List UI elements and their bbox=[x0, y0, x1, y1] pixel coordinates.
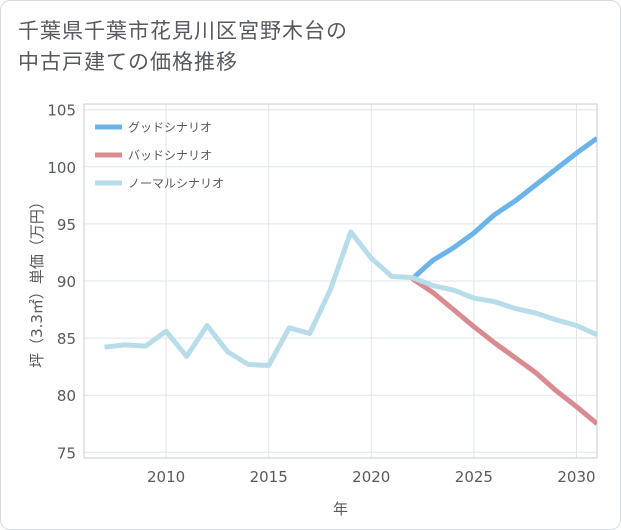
series-line-good bbox=[410, 136, 597, 281]
y-tick-label: 90 bbox=[57, 273, 76, 291]
y-tick-label: 100 bbox=[47, 159, 76, 177]
y-tick-label: 95 bbox=[57, 216, 76, 234]
legend-label-normal: ノーマルシナリオ bbox=[128, 177, 224, 191]
series-lines bbox=[104, 136, 597, 426]
plot-area-border bbox=[83, 103, 598, 459]
chart-title: 千葉県千葉市花見川区宮野木台の 中古戸建ての価格推移 bbox=[18, 16, 348, 78]
y-tick-label: 75 bbox=[57, 444, 76, 462]
y-tick-label: 85 bbox=[57, 330, 76, 348]
series-line-bad bbox=[410, 276, 597, 426]
legend-label-good: グッドシナリオ bbox=[128, 121, 212, 135]
x-tick-label: 2030 bbox=[557, 468, 595, 486]
x-tick-label: 2025 bbox=[455, 468, 493, 486]
legend-label-bad: バッドシナリオ bbox=[128, 149, 212, 163]
x-tick-label: 2020 bbox=[352, 468, 390, 486]
chart-title-line-1: 千葉県千葉市花見川区宮野木台の bbox=[18, 19, 348, 43]
x-axis-title: 年 bbox=[333, 500, 348, 518]
series-line-normal bbox=[104, 229, 597, 368]
y-tick-label: 80 bbox=[57, 387, 76, 405]
y-tick-label: 105 bbox=[47, 102, 76, 120]
y-axis-title: 坪（3.3㎡）単価（万円） bbox=[28, 194, 46, 368]
x-tick-label: 2015 bbox=[250, 468, 288, 486]
chart-title-line-2: 中古戸建ての価格推移 bbox=[18, 50, 238, 74]
x-tick-label: 2010 bbox=[147, 468, 185, 486]
x-axis-ticks: 2010 2015 2020 2025 2030 bbox=[147, 468, 596, 486]
y-axis-ticks: 75 80 85 90 95 100 105 bbox=[47, 102, 76, 463]
